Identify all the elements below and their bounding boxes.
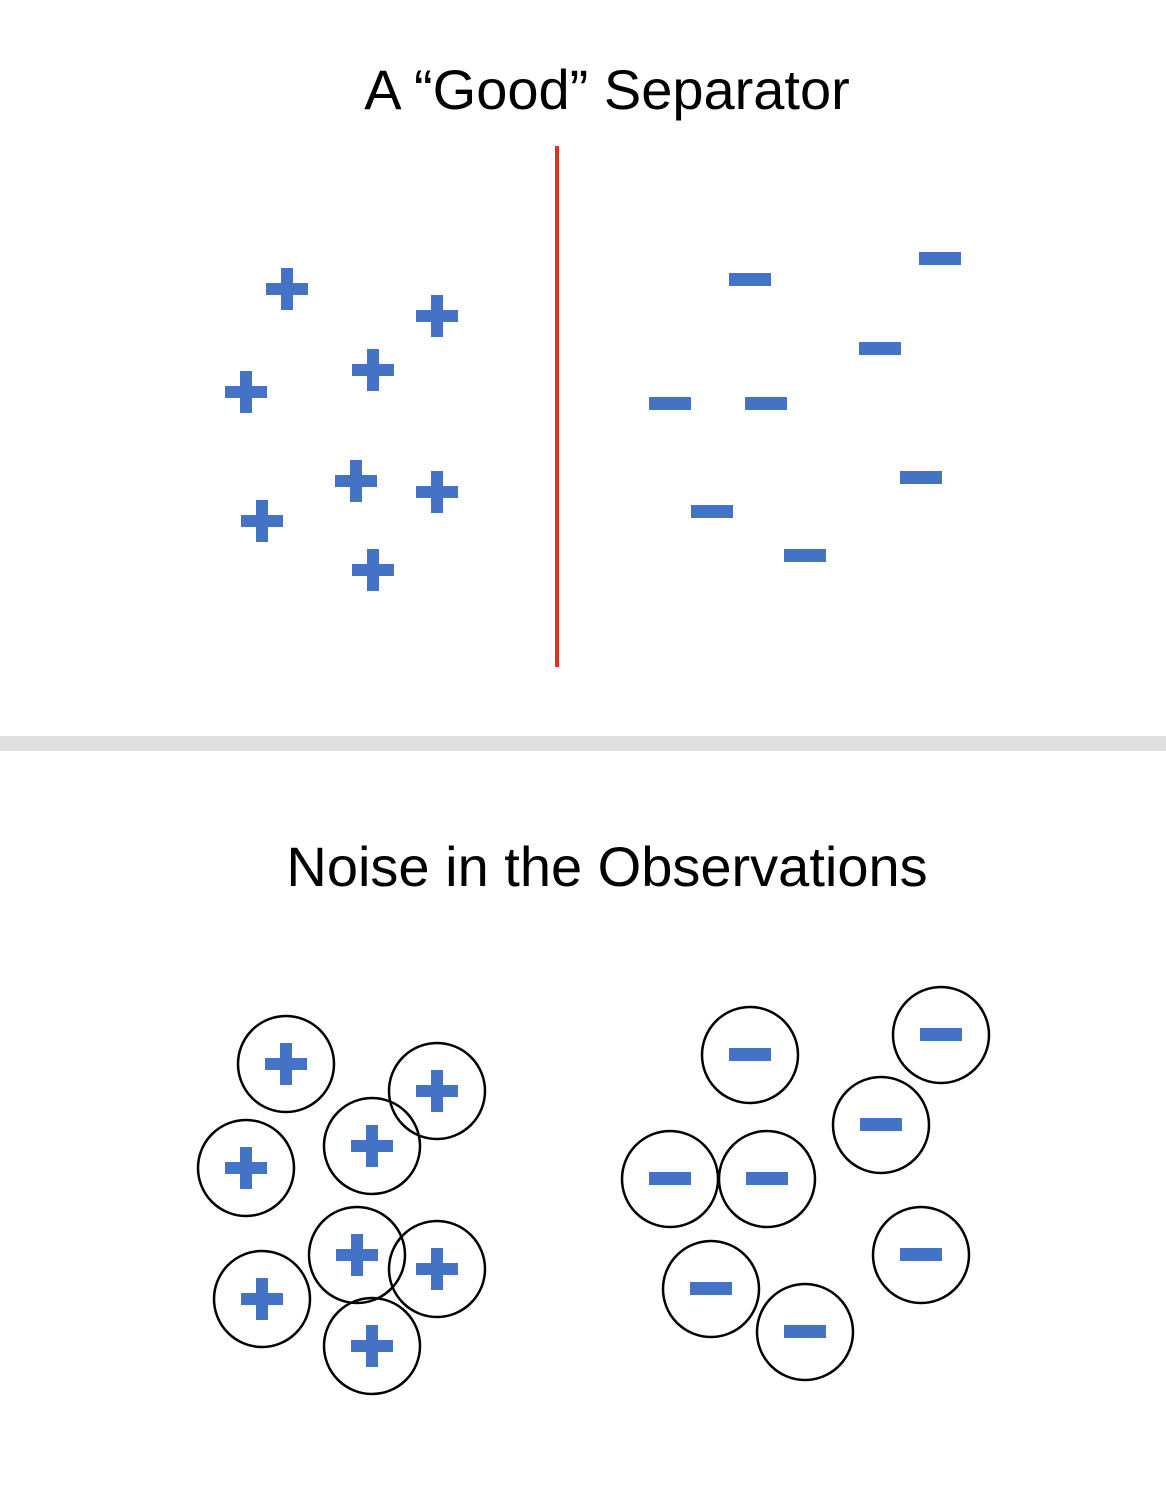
negative-point-icon [649, 1172, 691, 1185]
plus-bar-vertical [240, 371, 252, 413]
plus-bar-vertical [280, 1043, 292, 1085]
positive-point-icon [225, 371, 267, 413]
positive-point-icon [335, 460, 377, 502]
plus-bar-vertical [431, 471, 443, 513]
noise-panel: Noise in the Observations [0, 751, 1166, 1494]
good-separator-title: A “Good” Separator [364, 58, 850, 121]
positive-point-icon [266, 268, 308, 310]
plus-bar-vertical [351, 1234, 363, 1276]
plus-bar-vertical [431, 1070, 443, 1112]
positive-point-icon [416, 295, 458, 337]
negative-point-icon [691, 505, 733, 518]
negative-point-icon [729, 273, 771, 286]
noise-circle-icon [212, 1249, 312, 1349]
negative-point-icon [859, 342, 901, 355]
positive-point-icon [336, 1234, 378, 1276]
noise-circle-icon [891, 985, 991, 1085]
noise-circle-icon [831, 1075, 931, 1175]
plus-bar-vertical [366, 1325, 378, 1367]
negative-point-icon [919, 252, 961, 265]
good-separator-panel: A “Good” Separator [0, 0, 1166, 736]
positive-point-icon [416, 1070, 458, 1112]
plus-bar-vertical [281, 268, 293, 310]
plus-bar-vertical [431, 1248, 443, 1290]
noise-diagram [196, 985, 991, 1396]
negative-point-icon [860, 1118, 902, 1131]
noise-circle-icon [661, 1239, 761, 1339]
positive-point-icon [352, 549, 394, 591]
plus-bar-vertical [350, 460, 362, 502]
positive-point-icon [225, 1147, 267, 1189]
noise-circle-icon [387, 1219, 487, 1319]
positive-point-icon [416, 1248, 458, 1290]
positive-point-icon [351, 1325, 393, 1367]
positive-point-icon [241, 1278, 283, 1320]
positive-point-icon [241, 500, 283, 542]
noise-circle-icon [322, 1296, 422, 1396]
plus-bar-vertical [367, 549, 379, 591]
noise-circle-icon [236, 1014, 336, 1114]
negative-point-icon [746, 1172, 788, 1185]
noise-circle-icon [387, 1041, 487, 1141]
plus-bar-vertical [256, 1278, 268, 1320]
negative-point-icon [784, 549, 826, 562]
positive-point-icon [265, 1043, 307, 1085]
negative-point-icon [920, 1028, 962, 1041]
good-separator-diagram [225, 146, 961, 667]
noise-circle-icon [755, 1282, 855, 1382]
noise-title: Noise in the Observations [286, 835, 928, 898]
plus-bar-vertical [367, 349, 379, 391]
noise-circle-icon [322, 1096, 422, 1196]
noise-circle-icon [700, 1005, 800, 1105]
positive-point-icon [352, 349, 394, 391]
plus-bar-vertical [366, 1125, 378, 1167]
plus-bar-vertical [256, 500, 268, 542]
negative-point-icon [690, 1282, 732, 1295]
negative-point-icon [649, 397, 691, 410]
negative-point-icon [900, 1248, 942, 1261]
negative-point-icon [729, 1048, 771, 1061]
plus-bar-vertical [431, 295, 443, 337]
noise-circle-icon [871, 1205, 971, 1305]
panel-divider [0, 736, 1166, 751]
negative-point-icon [784, 1325, 826, 1338]
positive-point-icon [351, 1125, 393, 1167]
noise-circle-icon [196, 1118, 296, 1218]
positive-point-icon [416, 471, 458, 513]
noise-circle-icon [717, 1129, 817, 1229]
plus-bar-vertical [240, 1147, 252, 1189]
negative-point-icon [745, 397, 787, 410]
noise-circle-icon [307, 1205, 407, 1305]
negative-point-icon [900, 471, 942, 484]
